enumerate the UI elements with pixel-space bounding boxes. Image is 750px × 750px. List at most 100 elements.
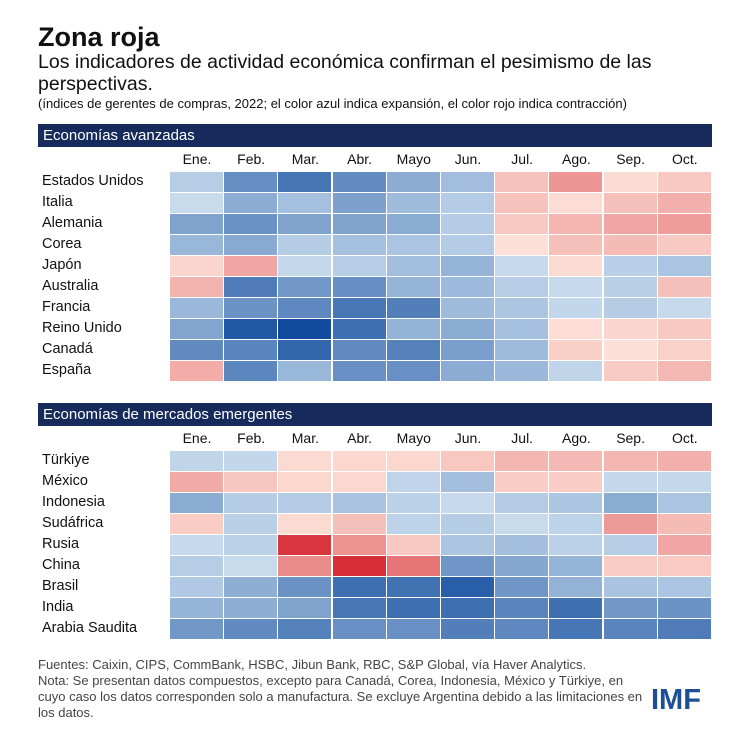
heatmap-cell bbox=[386, 298, 440, 318]
heatmap-cell bbox=[657, 556, 711, 576]
heatmap-cell bbox=[332, 514, 386, 534]
heatmap-cell bbox=[170, 619, 223, 639]
heatmap-cell bbox=[332, 193, 386, 213]
heatmap-cell bbox=[549, 619, 603, 639]
month-label: Mayo bbox=[396, 151, 431, 167]
heatmap-cell bbox=[170, 277, 223, 297]
heatmap-cell bbox=[657, 535, 711, 555]
heatmap-cell bbox=[495, 277, 549, 297]
heatmap-cell bbox=[549, 577, 603, 597]
heatmap-cell bbox=[657, 472, 711, 492]
heatmap-cell bbox=[657, 577, 711, 597]
heatmap-cell bbox=[278, 514, 332, 534]
heatmap-cell bbox=[386, 493, 440, 513]
row-label: China bbox=[42, 557, 80, 573]
heatmap-grid: Estados Unidos Italia Alemania Corea Japón Au… bbox=[38, 172, 712, 382]
heatmap-cell bbox=[495, 451, 549, 471]
month-label: Mayo bbox=[396, 430, 431, 446]
heatmap-cell bbox=[386, 340, 440, 360]
heatmap-cell bbox=[278, 298, 332, 318]
heatmap-cell bbox=[170, 298, 223, 318]
row-label: Arabia Saudita bbox=[42, 620, 138, 636]
heatmap-cell bbox=[549, 235, 603, 255]
heatmap-cell bbox=[332, 214, 386, 234]
heatmap-cell bbox=[278, 619, 332, 639]
heatmap-cell bbox=[549, 214, 603, 234]
heatmap-cell bbox=[495, 172, 549, 192]
heatmap-cell bbox=[386, 235, 440, 255]
heatmap-cell bbox=[332, 298, 386, 318]
heatmap-cell bbox=[386, 193, 440, 213]
heatmap-cell bbox=[332, 535, 386, 555]
heatmap-cell bbox=[441, 472, 494, 492]
month-label: Jul. bbox=[511, 430, 534, 446]
heatmap-cell bbox=[441, 619, 494, 639]
heatmap-cell bbox=[495, 619, 549, 639]
heatmap-cell bbox=[603, 256, 657, 276]
row-label: Indonesia bbox=[42, 494, 105, 510]
heatmap-cell bbox=[441, 493, 494, 513]
heatmap-cell bbox=[170, 172, 223, 192]
heatmap-cell bbox=[332, 472, 386, 492]
heatmap-cell bbox=[278, 256, 332, 276]
heatmap-cell bbox=[495, 256, 549, 276]
heatmap-cell bbox=[170, 319, 223, 339]
heatmap-cell bbox=[332, 361, 386, 381]
heatmap-cell bbox=[603, 493, 657, 513]
heatmap-cell bbox=[170, 535, 223, 555]
heatmap-cell bbox=[386, 319, 440, 339]
heatmap-cell bbox=[603, 193, 657, 213]
heatmap-cell bbox=[441, 340, 494, 360]
heatmap-cell bbox=[278, 235, 332, 255]
month-label: Sep. bbox=[616, 151, 645, 167]
heatmap-cell bbox=[441, 451, 494, 471]
month-label: Oct. bbox=[671, 430, 698, 446]
row-label: Estados Unidos bbox=[42, 173, 144, 189]
heatmap-cell bbox=[549, 493, 603, 513]
row-label: Australia bbox=[42, 278, 99, 294]
heatmap-cell bbox=[549, 451, 603, 471]
heatmap-cell bbox=[495, 598, 549, 618]
heatmap-cell bbox=[386, 214, 440, 234]
heatmap-grid: Türkiye México Indonesia Sudáfrica Rusia Chin… bbox=[38, 451, 712, 640]
heatmap-cell bbox=[224, 472, 278, 492]
row-label: Canadá bbox=[42, 341, 93, 357]
heatmap-cell bbox=[170, 577, 223, 597]
heatmap-cell bbox=[657, 598, 711, 618]
heatmap-cell bbox=[549, 319, 603, 339]
heatmap-cell bbox=[224, 277, 278, 297]
month-label: Ago. bbox=[561, 430, 591, 446]
heatmap-cell bbox=[657, 493, 711, 513]
heatmap-cell bbox=[441, 172, 494, 192]
heatmap-cell bbox=[441, 298, 494, 318]
month-labels: Ene. Feb. Mar. Abr. Mayo Jun. Jul. Ago. Sep. Oct. bbox=[38, 426, 712, 451]
month-label: Abr. bbox=[347, 430, 373, 446]
heatmap-cell bbox=[170, 493, 223, 513]
heatmap-cell bbox=[332, 235, 386, 255]
heatmap-cell bbox=[386, 277, 440, 297]
heatmap-cell bbox=[386, 256, 440, 276]
heatmap-cell bbox=[603, 577, 657, 597]
heatmap-cell bbox=[386, 172, 440, 192]
sources-text: Fuentes: Caixin, CIPS, CommBank, HSBC, J… bbox=[38, 657, 587, 672]
heatmap-cell bbox=[332, 256, 386, 276]
heatmap-cell bbox=[657, 193, 711, 213]
row-label: Reino Unido bbox=[42, 320, 122, 336]
heatmap-cell bbox=[657, 172, 711, 192]
heatmap-cell bbox=[224, 451, 278, 471]
heatmap-cell bbox=[495, 298, 549, 318]
heatmap-cell bbox=[441, 277, 494, 297]
heatmap-cell bbox=[549, 598, 603, 618]
heatmap-cell bbox=[603, 235, 657, 255]
heatmap-cell bbox=[332, 556, 386, 576]
heatmap-cell bbox=[278, 319, 332, 339]
month-labels: Ene. Feb. Mar. Abr. Mayo Jun. Jul. Ago. Sep. Oct. bbox=[38, 147, 712, 172]
heatmap-cell bbox=[224, 556, 278, 576]
heatmap-cell bbox=[386, 577, 440, 597]
month-label: Oct. bbox=[671, 151, 698, 167]
heatmap-cell bbox=[332, 172, 386, 192]
footnote-text: Nota: Se presentan datos compuestos, exc… bbox=[38, 673, 643, 720]
source-notes: Fuentes: Caixin, CIPS, CommBank, HSBC, J… bbox=[38, 657, 648, 721]
heatmap-cell bbox=[441, 535, 494, 555]
row-label: India bbox=[42, 599, 74, 615]
